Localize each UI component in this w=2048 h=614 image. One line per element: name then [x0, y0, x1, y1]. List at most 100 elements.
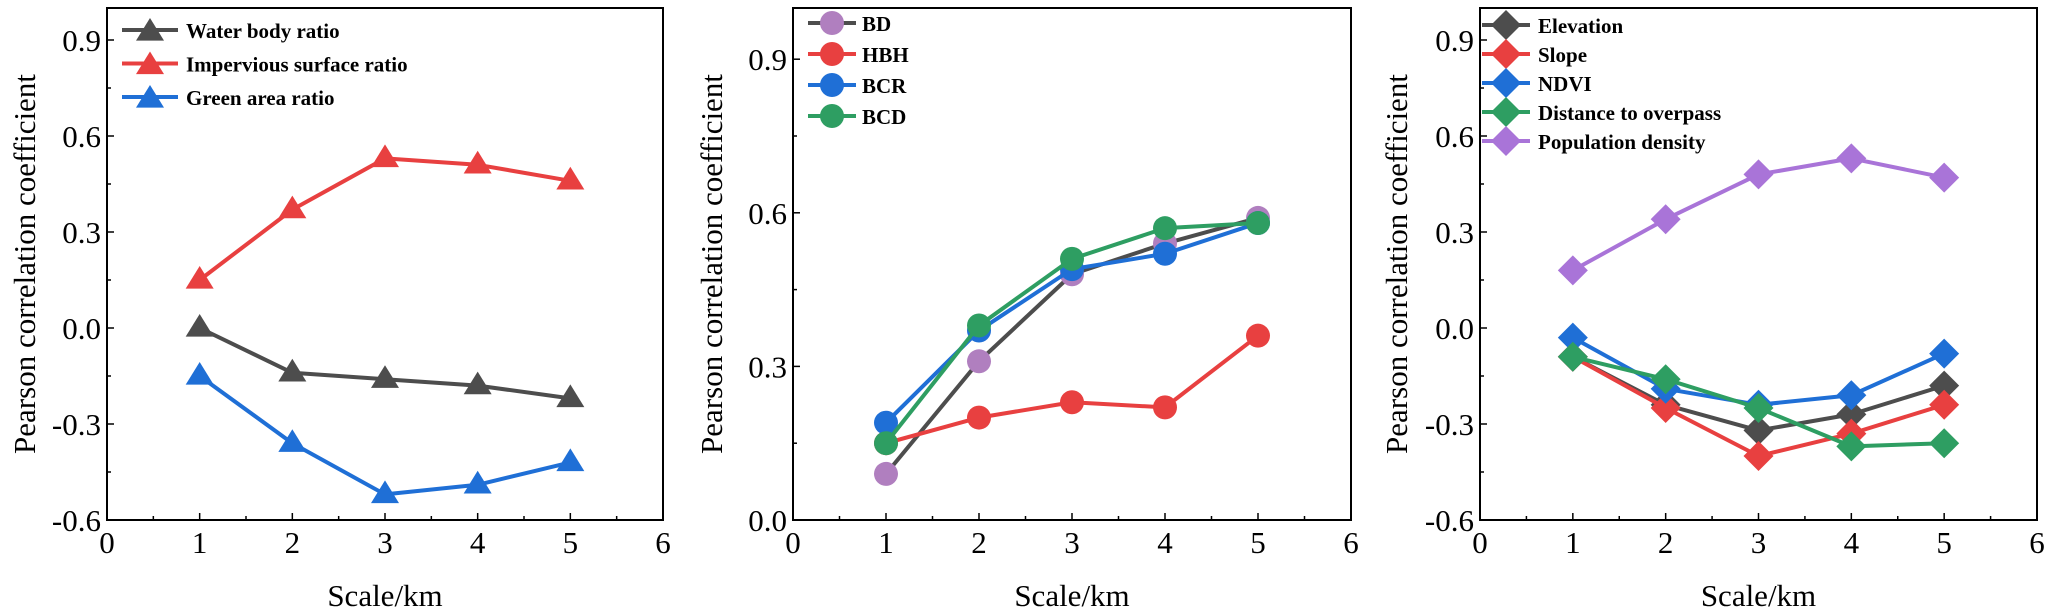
- y-tick-label: 0.6: [62, 119, 101, 154]
- y-axis-title: Pearson correlation coefficient: [694, 74, 729, 454]
- data-point: [1836, 399, 1867, 430]
- series-distance-to-overpass: [1557, 341, 1960, 462]
- x-tick-label: 3: [1064, 525, 1080, 560]
- y-tick-label: 0.0: [1435, 311, 1474, 346]
- data-point: [278, 429, 307, 452]
- data-point: [185, 266, 214, 289]
- legend-item: HBH: [808, 42, 909, 67]
- panel-land-cover: 0 1 2 3 4 5 6 -0.6 -0.3 0.0 0.3 0.6 0.9 Scale/km Pears…: [7, 7, 671, 613]
- legend-marker: [1491, 10, 1521, 40]
- legend: Water body ratio Impervious surface ratio…: [122, 18, 408, 110]
- y-tick-label: 0.0: [62, 311, 101, 346]
- y-tick-label: 0.9: [62, 23, 101, 58]
- data-point: [1836, 431, 1867, 462]
- legend-label: Slope: [1538, 43, 1587, 67]
- x-tick-label: 6: [655, 525, 671, 560]
- legend-marker: [820, 42, 844, 66]
- legend-label: Water body ratio: [186, 19, 340, 43]
- y-axis-title: Pearson correlation coefficient: [7, 74, 42, 454]
- legend-label: BD: [862, 12, 891, 36]
- data-point: [463, 470, 492, 494]
- legend-item: Elevation: [1482, 10, 1623, 40]
- legend-item: BCR: [808, 73, 907, 98]
- data-point: [874, 431, 898, 456]
- x-tick-label: 3: [377, 525, 393, 560]
- data-point: [967, 349, 991, 374]
- x-tick-label: 4: [470, 525, 486, 560]
- data-point: [278, 358, 307, 382]
- y-tick-label: 0.6: [1435, 119, 1474, 154]
- series-impervious-surface-ratio: [185, 144, 585, 289]
- series-population-density: [1557, 143, 1960, 286]
- data-point: [874, 461, 898, 486]
- data-point: [1153, 216, 1177, 241]
- legend-label: BCD: [862, 105, 906, 129]
- data-point: [185, 362, 214, 385]
- data-point: [371, 365, 399, 388]
- y-tick-label: -0.6: [52, 503, 101, 538]
- legend-item: NDVI: [1482, 68, 1592, 98]
- data-point: [1557, 255, 1588, 286]
- x-axis-title: Scale/km: [1701, 578, 1816, 613]
- x-tick-label: 1: [1565, 525, 1581, 560]
- data-point: [1557, 322, 1588, 353]
- data-point: [1929, 338, 1960, 369]
- x-tick-label: 4: [1157, 525, 1173, 560]
- legend-marker: [136, 85, 164, 108]
- data-point: [463, 371, 492, 395]
- data-point: [1246, 323, 1270, 348]
- data-point: [556, 448, 585, 472]
- data-point: [1743, 393, 1774, 423]
- x-axis-title: Scale/km: [1014, 578, 1129, 613]
- series-bcd: [874, 211, 1270, 456]
- x-tick-label: 6: [1343, 525, 1359, 560]
- y-tick-label: 0.9: [748, 42, 787, 77]
- legend-label: Green area ratio: [186, 86, 335, 110]
- series-line: [198, 374, 571, 497]
- data-point: [1060, 246, 1084, 271]
- legend-marker: [820, 104, 844, 128]
- x-tick-label: 0: [1472, 525, 1488, 560]
- x-tick-label: 1: [192, 525, 208, 560]
- data-point: [1743, 415, 1774, 446]
- legend-marker: [820, 11, 844, 35]
- series-line: [198, 156, 571, 282]
- data-point: [1153, 395, 1177, 420]
- data-point: [1557, 341, 1588, 372]
- series-line: [885, 334, 1260, 446]
- x-tick-label: 2: [285, 525, 301, 560]
- x-tick-label: 0: [785, 525, 801, 560]
- legend-label: Elevation: [1538, 14, 1623, 38]
- legend-label: Population density: [1538, 130, 1706, 154]
- data-point: [1650, 204, 1681, 235]
- data-point: [1929, 162, 1960, 193]
- y-tick-label: 0.3: [62, 215, 101, 250]
- plot-frame: [106, 7, 664, 521]
- y-tick-label: -0.3: [52, 407, 101, 442]
- x-axis-title: Scale/km: [327, 578, 442, 613]
- data-point: [1650, 393, 1681, 423]
- data-point: [1929, 370, 1960, 401]
- series-green-area-ratio: [185, 362, 585, 504]
- legend-item: Impervious surface ratio: [122, 51, 408, 77]
- y-tick-label: 0.3: [748, 349, 787, 384]
- y-axis-title: Pearson correlation coefficient: [1379, 74, 1414, 454]
- y-tick-label: 0.3: [1435, 215, 1474, 250]
- data-point: [463, 150, 492, 174]
- data-point: [1836, 143, 1867, 174]
- data-point: [1929, 389, 1960, 420]
- legend-item: Slope: [1482, 39, 1587, 69]
- legend: Elevation Slope NDVI Distance to overpass Po…: [1482, 10, 1721, 156]
- legend-item: BCD: [808, 104, 906, 129]
- legend-label: BCR: [862, 74, 907, 98]
- legend-label: HBH: [862, 43, 909, 67]
- panel-building-morphology: 0 1 2 3 4 5 6 0.0 0.3 0.6 0.9 Scale/km Pearson corre…: [694, 7, 1359, 613]
- legend-marker: [136, 18, 164, 41]
- data-point: [371, 480, 399, 504]
- legend-marker: [1491, 126, 1521, 156]
- legend-label: Distance to overpass: [1538, 101, 1721, 125]
- x-tick-label: 5: [1250, 525, 1266, 560]
- x-tick-label: 0: [99, 525, 115, 560]
- y-tick-label: 0.9: [1435, 23, 1474, 58]
